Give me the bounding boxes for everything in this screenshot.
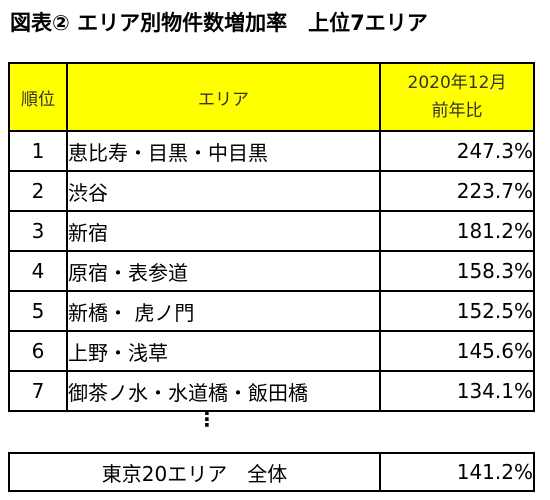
rank-cell: 7 (8, 370, 68, 412)
rank-cell: 5 (8, 290, 68, 332)
area-cell: 御茶ノ水・水道橋・飯田橋 (66, 370, 381, 412)
rate-cell: 181.2% (379, 210, 535, 252)
rank-cell: 4 (8, 250, 68, 292)
table-row: 6 上野・浅草 145.6% (8, 330, 535, 372)
rate-cell: 158.3% (379, 250, 535, 292)
table-row: 1 恵比寿・目黒・中目黒 247.3% (8, 130, 535, 172)
area-cell: 恵比寿・目黒・中目黒 (66, 130, 381, 172)
header-rate-line2: 前年比 (431, 101, 483, 121)
vertical-ellipsis: ⋮ (197, 407, 217, 431)
total-rate: 141.2% (379, 452, 535, 492)
table-row: 7 御茶ノ水・水道橋・飯田橋 134.1% (8, 370, 535, 412)
table-header-row: 順位 エリア 2020年12月 前年比 (8, 62, 535, 132)
rank-cell: 6 (8, 330, 68, 372)
header-area: エリア (66, 62, 381, 132)
rate-cell: 223.7% (379, 170, 535, 212)
area-cell: 新橋・ 虎ノ門 (66, 290, 381, 332)
rank-cell: 3 (8, 210, 68, 252)
header-rank: 順位 (8, 62, 68, 132)
rank-cell: 2 (8, 170, 68, 212)
table-row: 3 新宿 181.2% (8, 210, 535, 252)
rank-cell: 1 (8, 130, 68, 172)
rate-cell: 134.1% (379, 370, 535, 412)
ranking-table: 順位 エリア 2020年12月 前年比 1 恵比寿・目黒・中目黒 247.3% … (8, 62, 535, 412)
area-cell: 新宿 (66, 210, 381, 252)
table-row: 4 原宿・表参道 158.3% (8, 250, 535, 292)
header-rate-line1: 2020年12月 (407, 73, 507, 93)
area-cell: 渋谷 (66, 170, 381, 212)
total-table: 東京20エリア 全体 141.2% (8, 452, 535, 492)
header-rate: 2020年12月 前年比 (379, 62, 535, 132)
table-row: 5 新橋・ 虎ノ門 152.5% (8, 290, 535, 332)
total-label: 東京20エリア 全体 (8, 452, 381, 492)
page-title: 図表② エリア別物件数増加率 上位7エリア (10, 11, 428, 35)
rate-cell: 145.6% (379, 330, 535, 372)
total-row: 東京20エリア 全体 141.2% (8, 452, 535, 492)
rate-cell: 152.5% (379, 290, 535, 332)
area-cell: 原宿・表参道 (66, 250, 381, 292)
area-cell: 上野・浅草 (66, 330, 381, 372)
table-row: 2 渋谷 223.7% (8, 170, 535, 212)
rate-cell: 247.3% (379, 130, 535, 172)
